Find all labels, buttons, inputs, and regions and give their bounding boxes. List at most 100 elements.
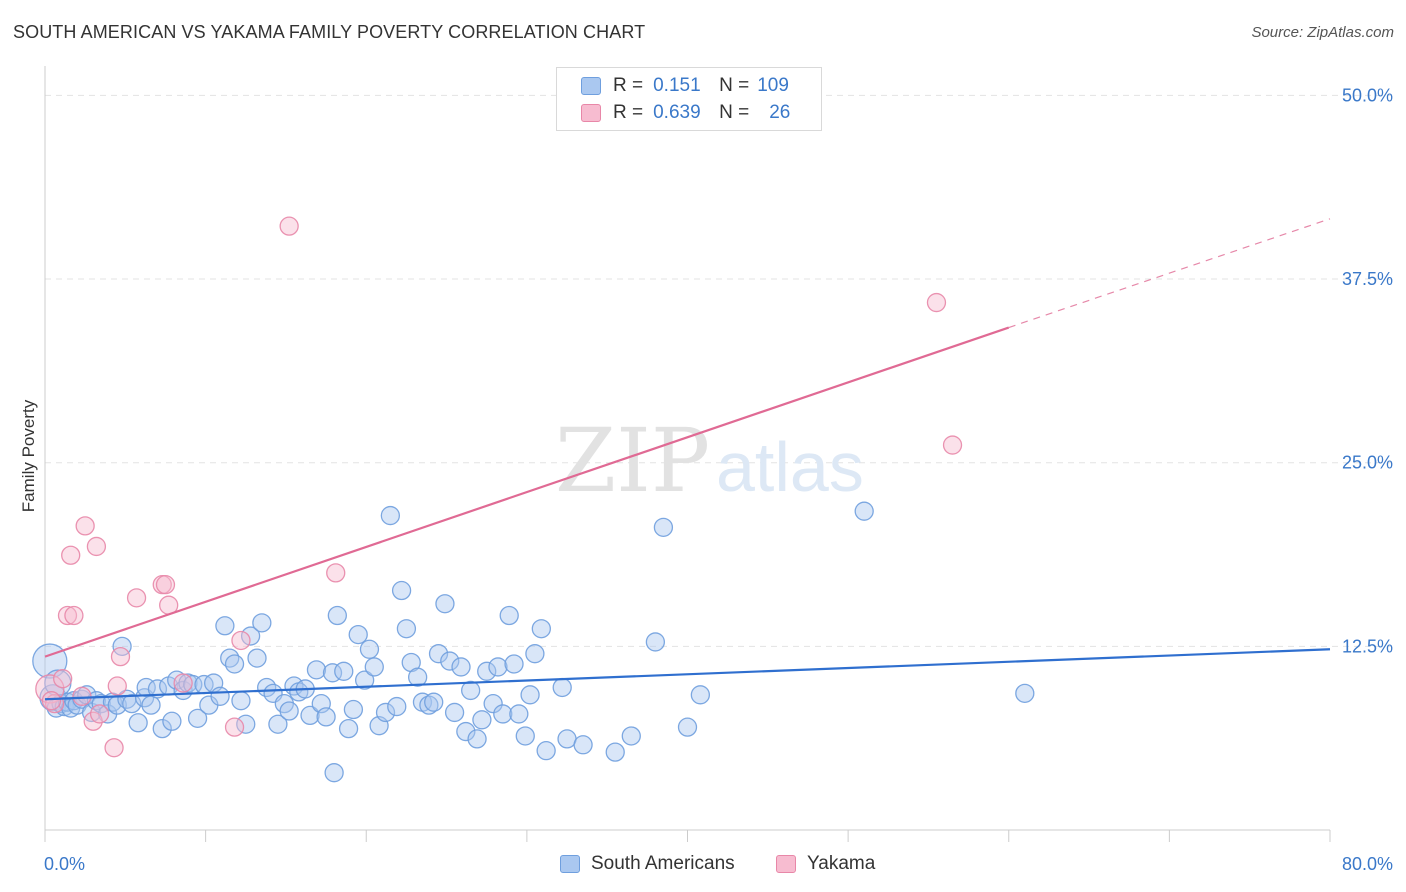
- data-point-south-american: [215, 616, 235, 636]
- x-tick-marks: [44, 830, 1331, 842]
- data-point-yakama: [61, 545, 81, 565]
- data-point-yakama: [72, 686, 92, 706]
- legend-n-value: 26: [769, 102, 791, 123]
- data-point-yakama: [104, 738, 124, 758]
- data-point-south-american: [444, 702, 465, 723]
- data-point-south-american: [380, 505, 400, 526]
- data-point-south-american: [653, 517, 674, 537]
- data-point-south-american: [536, 741, 556, 761]
- data-point-south-american: [645, 632, 666, 652]
- data-point-south-american: [348, 624, 368, 645]
- source-credit: Source: ZipAtlas.com: [1251, 24, 1394, 41]
- data-point-south-american: [504, 654, 524, 674]
- watermark-atlas: atlas: [716, 428, 864, 506]
- data-point-south-american: [187, 708, 208, 728]
- data-point-yakama: [86, 536, 107, 557]
- legend-r-label: R =: [613, 75, 644, 96]
- data-point-south-american: [359, 639, 380, 659]
- y-axis-label: Family Poverty: [19, 399, 38, 512]
- data-point-south-american: [327, 605, 347, 626]
- data-point-south-american: [210, 686, 230, 706]
- data-point-south-american: [396, 619, 417, 639]
- gridlines: [45, 94, 1392, 647]
- data-point-south-american: [224, 654, 245, 674]
- y-tick-labels: 12.5% 25.0% 37.5% 50.0%: [1342, 85, 1393, 656]
- y-tick-label: 50.0%: [1342, 85, 1393, 105]
- data-point-yakama: [155, 574, 176, 595]
- data-point-yakama: [107, 676, 127, 696]
- data-point-yakama: [41, 691, 62, 711]
- trend-line-yakama-extension: [1008, 218, 1331, 329]
- data-point-yakama: [326, 563, 346, 583]
- data-point-yakama: [83, 711, 103, 731]
- data-point-yakama: [279, 216, 299, 236]
- data-point-south-american: [300, 705, 320, 726]
- trend-line-yakama: [44, 326, 1010, 658]
- data-point-south-american: [268, 714, 288, 734]
- data-point-south-american: [354, 670, 375, 690]
- south-americans-points: [32, 501, 1035, 783]
- data-point-south-american: [236, 714, 256, 734]
- data-point-south-american: [456, 721, 476, 742]
- data-point-south-american: [509, 704, 529, 724]
- legend-swatch-pink: [581, 104, 601, 122]
- data-point-yakama: [110, 646, 131, 667]
- legend-r-value: 0.639: [653, 102, 701, 123]
- data-point-yakama: [231, 630, 251, 651]
- legend-row-south-americans: R = 0.151 N = 109: [581, 73, 789, 99]
- data-point-south-american: [162, 711, 182, 731]
- data-point-south-american: [605, 742, 625, 762]
- watermark: ZIP atlas: [555, 409, 864, 512]
- y-tick-label: 25.0%: [1342, 453, 1393, 473]
- data-point-yakama: [53, 669, 73, 689]
- data-point-south-american: [472, 710, 492, 730]
- bottom-legend-label: South Americans: [591, 853, 735, 874]
- data-point-south-american: [440, 651, 460, 671]
- data-point-yakama: [224, 717, 245, 737]
- data-point-south-american: [690, 685, 710, 705]
- trend-lines: [44, 218, 1331, 701]
- data-point-south-american: [387, 696, 407, 717]
- data-point-south-american: [141, 695, 161, 715]
- data-point-south-american: [364, 657, 384, 677]
- data-point-south-american: [499, 605, 519, 626]
- data-point-yakama: [942, 435, 963, 455]
- data-point-yakama: [89, 704, 110, 724]
- data-point-south-american: [147, 679, 168, 699]
- data-point-south-american: [854, 501, 874, 521]
- data-point-south-american: [467, 729, 487, 749]
- data-point-south-american: [343, 699, 364, 720]
- data-point-south-american: [493, 704, 513, 724]
- x-tick-label-min: 0.0%: [44, 854, 85, 874]
- data-point-south-american: [247, 648, 267, 668]
- data-point-yakama: [926, 292, 947, 313]
- legend-n-label: N =: [719, 75, 750, 96]
- data-point-south-american: [128, 713, 148, 733]
- bottom-legend-swatch-pink: [776, 855, 796, 873]
- data-point-south-american: [391, 580, 412, 601]
- stats-legend: R = 0.151 N = 109 R = 0.639 N = 26: [556, 67, 822, 131]
- legend-row-yakama: R = 0.639 N = 26: [581, 100, 790, 126]
- data-point-yakama: [75, 516, 95, 536]
- data-point-south-american: [573, 735, 593, 755]
- data-point-south-american: [488, 657, 508, 677]
- data-point-south-american: [451, 657, 471, 677]
- data-point-south-american: [424, 692, 444, 712]
- data-point-south-american: [152, 718, 172, 739]
- data-point-south-american: [279, 701, 299, 721]
- bottom-legend-swatch-blue: [560, 855, 580, 873]
- yakama-points: [35, 216, 963, 758]
- chart-title: SOUTH AMERICAN VS YAKAMA FAMILY POVERTY …: [13, 22, 646, 42]
- data-point-south-american: [483, 693, 503, 714]
- data-point-south-american: [231, 691, 251, 711]
- data-point-south-american: [306, 660, 327, 680]
- data-point-yakama: [126, 588, 147, 608]
- y-tick-label: 12.5%: [1342, 636, 1393, 656]
- data-point-south-american: [531, 619, 551, 639]
- legend-swatch-blue: [581, 77, 601, 95]
- data-point-south-american: [334, 661, 354, 681]
- trend-line-south-americans: [44, 648, 1331, 701]
- data-point-south-american: [1015, 683, 1035, 704]
- data-point-south-american: [428, 644, 449, 664]
- data-point-south-american: [520, 685, 540, 705]
